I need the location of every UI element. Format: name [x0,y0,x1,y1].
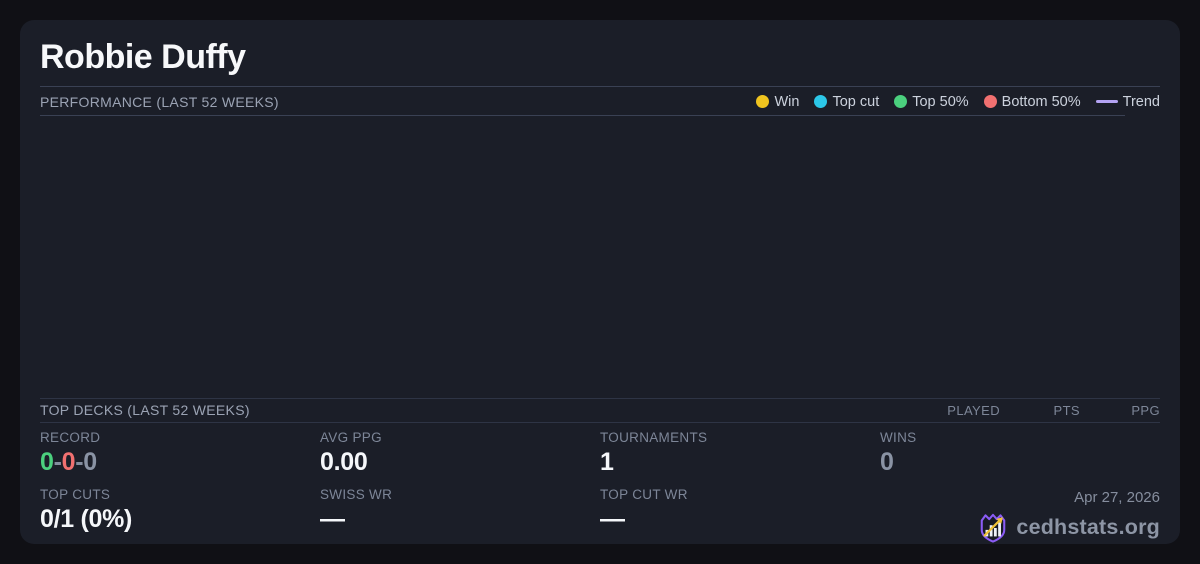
stat-tournaments-value: 1 [600,447,614,476]
stat-avg-ppg-label: AVG PPG [320,429,382,445]
stat-wins-value: 0 [880,447,894,476]
legend-label-win: Win [774,93,800,110]
record-wins: 0 [40,447,54,476]
legend-label-trend: Trend [1122,93,1160,110]
column-header-played: PLAYED [947,402,1000,418]
performance-chart-area [40,116,1160,398]
performance-header-band: PERFORMANCE (LAST 52 WEEKS) Win Top cut … [40,86,1160,117]
stat-top-cuts-value: 0/1 (0%) [40,504,133,533]
stat-top-cut-wr-value: — [600,504,625,533]
stat-top-cuts: TOP CUTS 0/1 (0%) [40,487,320,544]
page-title: Robbie Duffy [40,38,246,76]
stat-avg-ppg-value: 0.00 [320,447,368,476]
stat-record-value: 0-0-0 [40,448,320,477]
stat-top-cut-wr-label: TOP CUT WR [600,486,688,502]
stat-top-cut-wr: TOP CUT WR — [600,487,880,544]
stat-wins: WINS 0 [880,430,1160,487]
top-decks-section-title: TOP DECKS (LAST 52 WEEKS) [40,402,250,419]
stat-record-label: RECORD [40,429,101,445]
stat-swiss-wr-label: SWISS WR [320,486,393,502]
top-decks-header-band: TOP DECKS (LAST 52 WEEKS) PLAYED PTS PPG [40,397,1160,423]
legend-label-top-50: Top 50% [912,93,969,110]
footer-branding: Apr 27, 2026 cedhstats.org [880,487,1160,544]
top-cut-dot-icon [814,95,828,109]
stat-record: RECORD 0-0-0 [40,430,320,487]
cedhstats-logo-icon [981,513,1006,543]
legend-item-top-50: Top 50% [894,93,969,110]
stat-avg-ppg: AVG PPG 0.00 [320,430,600,487]
stat-wins-label: WINS [880,429,917,445]
stat-swiss-wr-value: — [320,504,345,533]
stat-tournaments: TOURNAMENTS 1 [600,430,880,487]
legend-item-win: Win [756,94,799,110]
legend-item-trend: Trend [1095,93,1160,110]
chart-legend: Win Top cut Top 50% Bottom 50% Trend [756,94,1160,110]
legend-item-top-cut: Top cut [814,94,879,110]
legend-item-bottom-50: Bottom 50% [983,93,1081,110]
record-draws: 0 [83,447,97,476]
bottom-50-dot-icon [983,95,997,109]
legend-label-top-cut: Top cut [832,93,880,110]
stat-top-cuts-label: TOP CUTS [40,486,111,502]
record-separator: - [53,447,62,476]
legend-label-bottom-50: Bottom 50% [1001,93,1081,110]
brand-name: cedhstats.org [1016,515,1160,540]
stat-swiss-wr: SWISS WR — [320,487,600,544]
brand-row: cedhstats.org [978,512,1160,544]
win-dot-icon [756,95,770,109]
stats-grid: RECORD 0-0-0 AVG PPG 0.00 TOURNAMENTS 1 … [40,423,1160,544]
top-50-dot-icon [894,95,908,109]
record-losses: 0 [61,447,76,476]
column-header-ppg: PPG [1131,402,1160,418]
column-header-pts: PTS [1053,402,1080,418]
performance-section-title: PERFORMANCE (LAST 52 WEEKS) [40,93,279,110]
trend-line-icon [1095,100,1118,104]
record-separator: - [75,447,84,476]
top-decks-column-headers: PLAYED PTS PPG [910,403,1160,418]
stat-tournaments-label: TOURNAMENTS [600,429,708,445]
footer-date: Apr 27, 2026 [1074,488,1160,506]
player-stats-card: Robbie Duffy PERFORMANCE (LAST 52 WEEKS)… [20,20,1180,544]
